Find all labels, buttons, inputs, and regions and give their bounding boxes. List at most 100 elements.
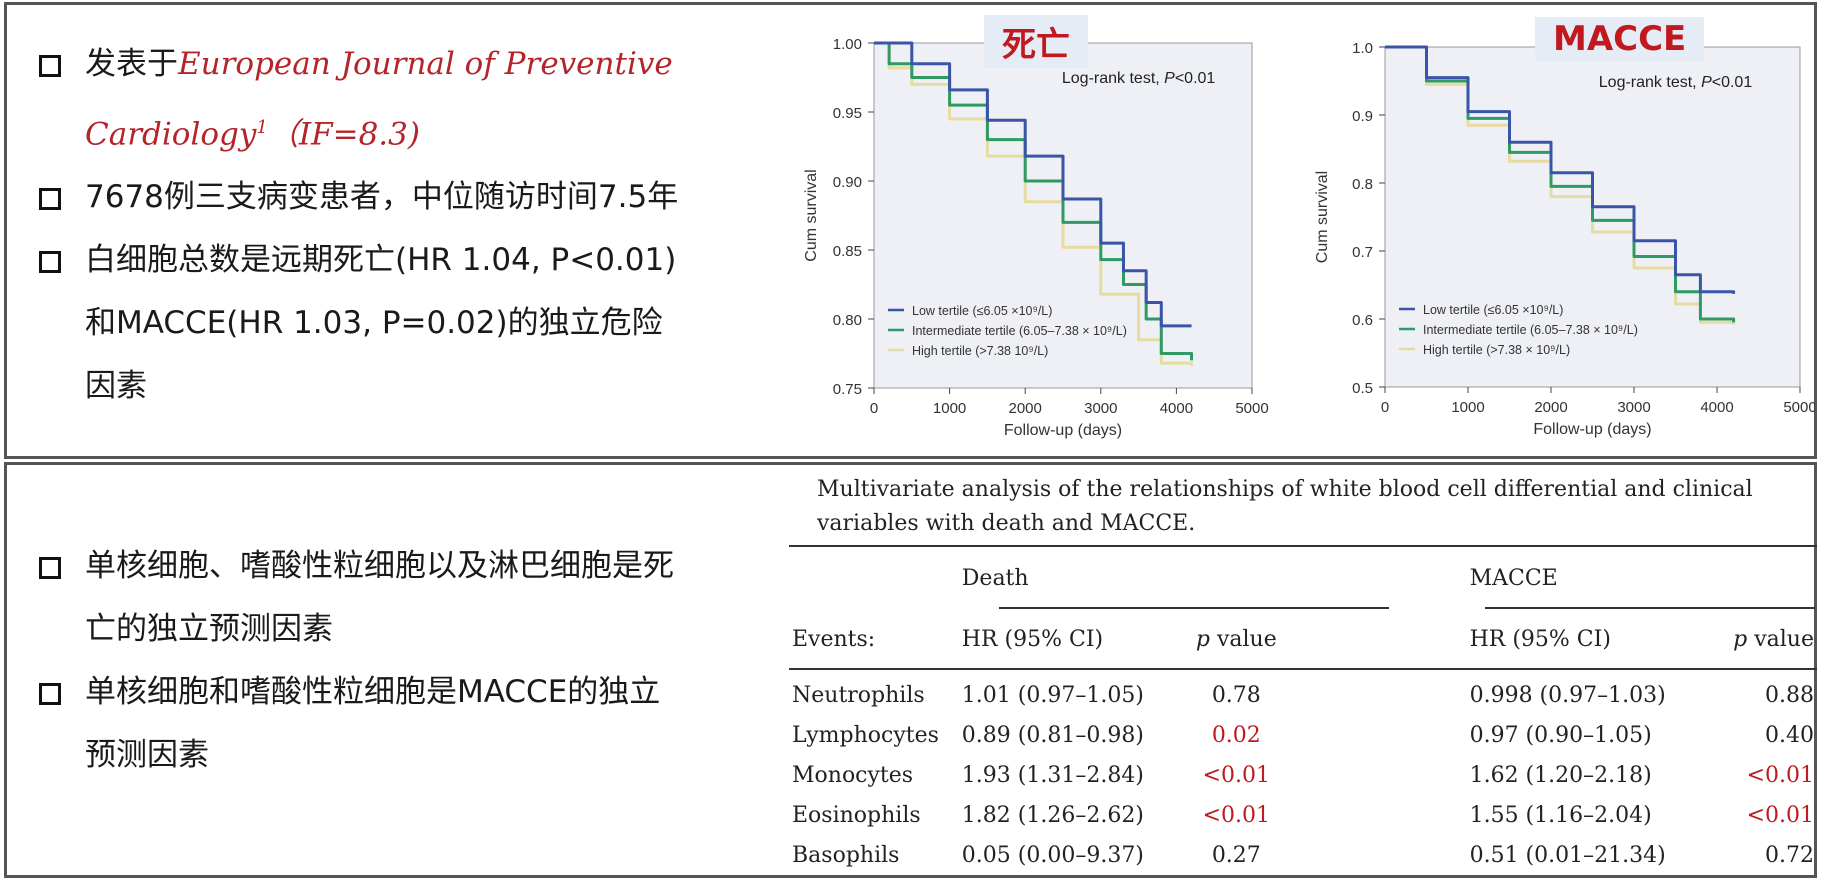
wbc-risk-line2: 和MACCE(HR 1.03, P=0.02)的独立危险 xyxy=(85,305,663,342)
legend-entry: Low tertile (≤6.05 ×10⁹/L) xyxy=(912,304,1052,318)
macce-p-column-header: p value xyxy=(1733,626,1814,652)
bullet-cohort: 7678例三支病变患者，中位随访时间7.5年 xyxy=(39,166,759,229)
checkbox-bullet-icon xyxy=(39,557,61,579)
spacer-cell xyxy=(1306,835,1470,875)
checkbox-bullet-icon xyxy=(39,251,61,274)
x-tick-label: 4000 xyxy=(1700,399,1733,416)
event-name: Eosinophils xyxy=(792,802,921,828)
x-axis-label: Follow-up (days) xyxy=(1004,422,1122,439)
impact-factor: （IF=8.3) xyxy=(267,116,420,153)
macce-p-cell: <0.01 xyxy=(1746,762,1814,788)
macce-predictors-line2: 预测因素 xyxy=(85,737,209,773)
death-survival-chart: 0.75 0.80 0.85 0.90 0.95 1.00 0 1000 2000 3000 400… xyxy=(752,5,1272,457)
x-tick-label: 5000 xyxy=(1783,399,1815,416)
macce-survival-plot: 0.5 0.6 0.7 0.8 0.9 1.0 0 1000 2000 3000 4000 5000 F… xyxy=(1314,40,1815,438)
death-hr-cell: 1.01 (0.97–1.05) xyxy=(961,682,1144,708)
y-tick-label: 0.5 xyxy=(1352,380,1373,397)
y-tick-label: 1.0 xyxy=(1352,40,1373,57)
table-row: Basophils 0.05 (0.00–9.37) 0.27 0.51 (0.01–… xyxy=(792,835,1814,875)
x-tick-label: 0 xyxy=(1381,399,1389,416)
table-row: Neutrophils 1.01 (0.97–1.05) 0.78 0.998 (0.… xyxy=(792,675,1814,715)
macce-hr-cell: 0.97 (0.90–1.05) xyxy=(1469,722,1652,748)
death-p-cell: 0.78 xyxy=(1211,682,1261,708)
macce-hr-column-header: HR (95% CI) xyxy=(1469,626,1611,652)
death-p-cell: <0.01 xyxy=(1202,802,1271,828)
event-name: Neutrophils xyxy=(792,682,925,708)
macce-hr-cell: 1.62 (1.20–2.18) xyxy=(1469,762,1652,788)
table-row: Lymphocytes 0.89 (0.81–0.98) 0.02 0.97 (0.9… xyxy=(792,715,1814,755)
summary-bullets: 发表于European Journal of Preventive Cardio… xyxy=(39,33,759,418)
death-group-header: Death xyxy=(961,565,1029,591)
macce-group-header: MACCE xyxy=(1469,565,1558,591)
journal-name: European Journal of Preventive xyxy=(178,46,673,82)
events-column-header: Events: xyxy=(792,626,876,652)
multivariate-table: Death MACCE Events: HR (95% CI) p value … xyxy=(792,553,1814,875)
death-predictors-line1: 单核细胞、嗜酸性粒细胞以及淋巴细胞是死 xyxy=(85,548,674,584)
y-tick-label: 0.95 xyxy=(833,105,862,122)
wbc-risk-line3: 因素 xyxy=(85,368,147,405)
y-axis-label: Cum survival xyxy=(1314,171,1331,263)
macce-p-cell: 0.88 xyxy=(1765,682,1814,708)
death-hr-column-header: HR (95% CI) xyxy=(961,626,1104,652)
death-p-cell: 0.27 xyxy=(1211,842,1261,868)
table-row: Monocytes 1.93 (1.31–2.84) <0.01 1.62 (1.20… xyxy=(792,755,1814,795)
death-hr-cell: 0.05 (0.00–9.37) xyxy=(961,842,1144,868)
legend-entry: Intermediate tertile (6.05–7.38 × 10⁹/L) xyxy=(912,324,1127,338)
macce-hr-cell: 0.998 (0.97–1.03) xyxy=(1469,682,1666,708)
legend-entry: Low tertile (≤6.05 ×10⁹/L) xyxy=(1423,303,1563,317)
y-tick-label: 0.8 xyxy=(1352,176,1373,193)
x-tick-label: 3000 xyxy=(1617,399,1650,416)
spacer-cell xyxy=(1306,715,1470,755)
macce-survival-chart: 0.5 0.6 0.7 0.8 0.9 1.0 0 1000 2000 3000 4000 5000 F… xyxy=(1270,5,1815,457)
spacer-cell xyxy=(1306,675,1470,715)
death-chart-title: 死亡 xyxy=(984,15,1088,68)
x-tick-label: 2000 xyxy=(1009,400,1042,417)
y-tick-label: 0.80 xyxy=(833,312,862,329)
legend-entry: High tertile (>7.38 × 10⁹/L) xyxy=(1423,343,1570,357)
series-line-low xyxy=(1385,45,1736,294)
macce-predictors-line1: 单核细胞和嗜酸性粒细胞是MACCE的独立 xyxy=(85,674,661,710)
spacer-cell xyxy=(1306,755,1470,795)
death-hr-cell: 1.82 (1.26–2.62) xyxy=(961,802,1144,828)
legend-entry: Intermediate tertile (6.05–7.38 × 10⁹/L) xyxy=(1423,323,1638,337)
macce-hr-cell: 1.55 (1.16–2.04) xyxy=(1469,802,1652,828)
table-header-rule xyxy=(789,668,1817,670)
bottom-panel: 单核细胞、嗜酸性粒细胞以及淋巴细胞是死 亡的独立预测因素 单核细胞和嗜酸性粒细胞… xyxy=(4,462,1817,878)
death-p-column-header: p value xyxy=(1195,626,1277,652)
checkbox-bullet-icon xyxy=(39,683,61,705)
macce-p-cell: 0.72 xyxy=(1765,842,1814,868)
x-tick-label: 3000 xyxy=(1084,400,1117,417)
death-predictors-line2: 亡的独立预测因素 xyxy=(85,611,333,647)
predictor-bullets: 单核细胞、嗜酸性粒细胞以及淋巴细胞是死 亡的独立预测因素 单核细胞和嗜酸性粒细胞… xyxy=(39,535,759,787)
y-tick-label: 0.9 xyxy=(1352,108,1373,125)
table-caption: Multivariate analysis of the relationshi… xyxy=(817,477,1753,536)
checkbox-bullet-icon xyxy=(39,188,61,211)
y-tick-label: 0.90 xyxy=(833,174,862,191)
x-tick-label: 2000 xyxy=(1534,399,1567,416)
death-hr-cell: 0.89 (0.81–0.98) xyxy=(961,722,1144,748)
x-axis-label: Follow-up (days) xyxy=(1533,421,1651,438)
x-tick-label: 0 xyxy=(870,400,878,417)
x-tick-label: 1000 xyxy=(933,400,966,417)
spacer-cell xyxy=(1306,795,1470,835)
event-name: Lymphocytes xyxy=(792,722,939,748)
publication-prefix: 发表于 xyxy=(85,46,178,82)
death-survival-plot: 0.75 0.80 0.85 0.90 0.95 1.00 0 1000 2000 3000 400… xyxy=(803,36,1269,439)
bullet-death-predictors: 单核细胞、嗜酸性粒细胞以及淋巴细胞是死 亡的独立预测因素 xyxy=(39,535,759,661)
table-row: Eosinophils 1.82 (1.26–2.62) <0.01 1.55 (1.… xyxy=(792,795,1814,835)
event-name: Basophils xyxy=(792,842,900,868)
reference-superscript: 1 xyxy=(256,117,268,138)
macce-p-cell: <0.01 xyxy=(1746,802,1814,828)
x-tick-label: 5000 xyxy=(1235,400,1268,417)
journal-name-cont: Cardiology xyxy=(85,116,257,153)
macce-group-rule xyxy=(1485,607,1815,609)
death-group-rule xyxy=(999,607,1389,609)
macce-chart-title: MACCE xyxy=(1535,17,1705,61)
y-axis-label: Cum survival xyxy=(803,169,820,261)
death-hr-cell: 1.93 (1.31–2.84) xyxy=(961,762,1144,788)
macce-hr-cell: 0.51 (0.01–21.34) xyxy=(1469,842,1666,868)
cohort-text: 7678例三支病变患者，中位随访时间7.5年 xyxy=(85,179,679,216)
top-panel: 发表于European Journal of Preventive Cardio… xyxy=(4,2,1817,459)
y-tick-label: 1.00 xyxy=(833,36,862,53)
y-tick-label: 0.85 xyxy=(833,243,862,260)
